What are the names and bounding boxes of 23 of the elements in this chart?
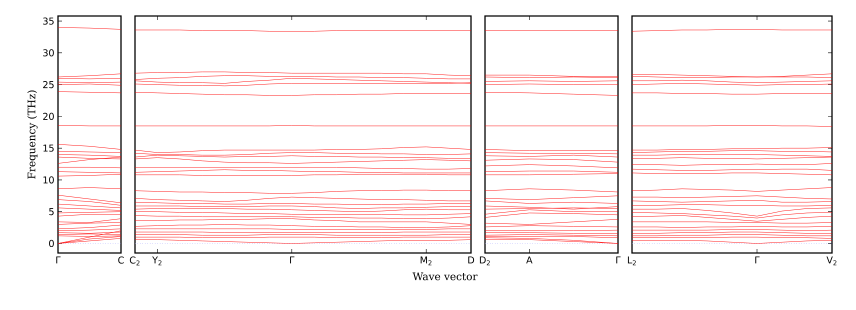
- x-tick-label: Y$_{2}$: [152, 256, 162, 266]
- y-tick-label: 15: [43, 144, 54, 152]
- x-tick-label: C$_{2}$: [130, 256, 140, 266]
- y-tick-label: 30: [43, 49, 54, 56]
- x-tick-label: Γ: [616, 256, 621, 264]
- x-tick-label: L$_{2}$: [628, 256, 636, 266]
- x-tick-label: A: [526, 256, 533, 264]
- y-tick-label: 0: [49, 240, 54, 248]
- y-tick-label: 20: [43, 112, 54, 120]
- x-tick-label: M$_{2}$: [420, 256, 432, 266]
- x-tick-label: C: [118, 256, 124, 264]
- y-tick-label: 5: [49, 208, 54, 216]
- x-tick-label: Γ: [290, 256, 294, 264]
- y-tick-label: 35: [43, 17, 54, 25]
- x-tick-label: V$_{2}$: [826, 256, 836, 266]
- x-tick-label: D$_{2}$: [480, 256, 490, 266]
- x-axis-title: Wave vector: [412, 272, 478, 280]
- x-tick-label: D: [468, 256, 474, 264]
- x-tick-label: Γ: [56, 256, 61, 264]
- y-tick-label: 25: [43, 81, 54, 88]
- y-tick-label: 10: [43, 176, 54, 184]
- x-tick-label: Γ: [755, 256, 760, 264]
- y-axis-title: Frequency (THz): [27, 90, 38, 179]
